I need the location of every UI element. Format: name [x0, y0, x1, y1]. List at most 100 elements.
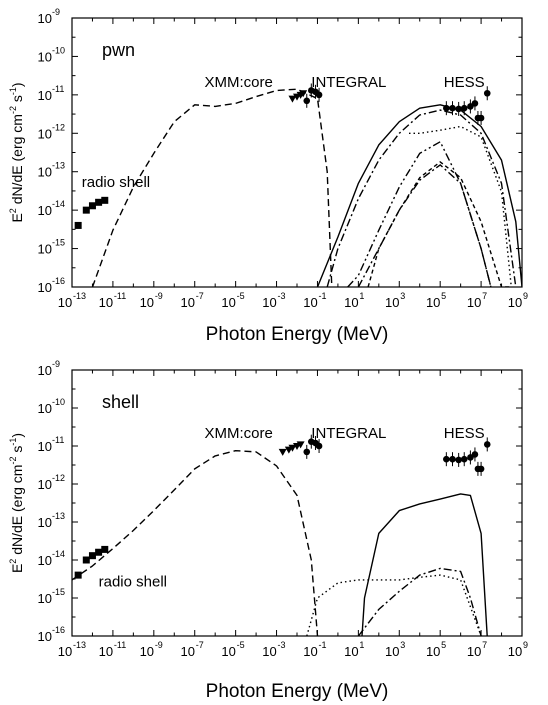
- integral-point: [315, 91, 323, 99]
- radio-point: [82, 206, 90, 214]
- x-tick-label: 10: [99, 644, 113, 659]
- panel-pwn: 10 -13 10 -11 10 -9 10 -7 10 -5 10 -3 10 -1 10 1 10 3 10 5 1…: [8, 7, 528, 345]
- hess-point: [455, 105, 462, 113]
- model-curve-solid: [316, 104, 522, 287]
- y-tick-exponent: -12: [52, 473, 65, 483]
- radio-point: [101, 545, 109, 553]
- x-tick-label: 10: [426, 644, 440, 659]
- x-tick-label: 10: [58, 295, 72, 310]
- hess-point: [460, 104, 468, 112]
- x-tick-exponent: 9: [523, 640, 528, 650]
- integral-point: [315, 442, 323, 450]
- hess-point: [471, 451, 479, 458]
- x-tick-exponent: 7: [482, 291, 487, 301]
- x-tick-label: 10: [99, 295, 113, 310]
- model-curve-solid: [361, 493, 488, 636]
- xray-point: [288, 444, 297, 452]
- annotation: XMM:core: [204, 425, 272, 442]
- model-curve-dash-dot: [326, 109, 517, 287]
- hess-point: [455, 456, 462, 464]
- x-tick-exponent: -3: [278, 291, 286, 301]
- y-tick-exponent: -15: [52, 587, 65, 597]
- y-tick-exponent: -15: [52, 238, 65, 248]
- hess-point: [477, 114, 485, 122]
- hess-point: [460, 455, 468, 463]
- y-tick-label: 10: [38, 203, 52, 218]
- x-tick-exponent: -5: [237, 291, 245, 301]
- y-tick-label: 10: [38, 553, 52, 568]
- y-tick-exponent: -9: [52, 359, 60, 369]
- x-tick-exponent: -5: [237, 640, 245, 650]
- radio-point: [101, 196, 109, 204]
- x-tick-exponent: -11: [114, 640, 126, 650]
- x-tick-exponent: 1: [359, 640, 364, 650]
- radio-point: [88, 202, 96, 210]
- x-tick-label: 10: [180, 644, 194, 659]
- x-tick-exponent: -9: [155, 291, 163, 301]
- plot-frame: [71, 17, 523, 288]
- y-tick-exponent: -10: [52, 397, 65, 407]
- x-tick-label: 10: [385, 644, 399, 659]
- x-tick-exponent: 3: [400, 640, 405, 650]
- y-tick-exponent: -14: [52, 549, 65, 559]
- x-tick-label: 10: [467, 644, 481, 659]
- y-tick-exponent: -14: [52, 199, 65, 209]
- radio-point: [88, 552, 96, 560]
- radio-point: [74, 571, 82, 579]
- x-tick-label: 10: [303, 295, 317, 310]
- panel-label: shell: [102, 392, 139, 412]
- x-tick-exponent: 7: [482, 640, 487, 650]
- hess-point: [443, 104, 450, 112]
- y-tick-label: 10: [38, 629, 52, 644]
- y-tick-label: 10: [38, 88, 52, 103]
- x-tick-exponent: -3: [278, 640, 286, 650]
- y-tick-exponent: -16: [52, 276, 65, 286]
- y-tick-label: 10: [38, 477, 52, 492]
- x-tick-exponent: -1: [318, 640, 326, 650]
- hess-point: [443, 455, 450, 463]
- model-curve-dashed: [91, 88, 333, 287]
- integral-point: [303, 97, 311, 105]
- hess-point: [471, 100, 479, 107]
- y-tick-label: 10: [38, 49, 52, 64]
- radio-point: [74, 221, 82, 229]
- y-tick-exponent: -10: [52, 45, 65, 55]
- x-tick-exponent: 9: [523, 291, 528, 301]
- annotation: HESS: [444, 425, 485, 442]
- x-axis-title: Photon Energy (MeV): [206, 324, 389, 345]
- plot-frame: [71, 369, 523, 637]
- y-tick-label: 10: [38, 591, 52, 606]
- xray-point: [296, 441, 305, 449]
- x-tick-label: 10: [58, 644, 72, 659]
- annotation: INTEGRAL: [311, 74, 386, 91]
- x-tick-exponent: -11: [114, 291, 126, 301]
- x-tick-exponent: -7: [196, 291, 204, 301]
- y-tick-label: 10: [38, 363, 52, 378]
- x-tick-label: 10: [426, 295, 440, 310]
- model-curve-dashed: [72, 450, 319, 636]
- model-curve-short-dash: [367, 161, 512, 287]
- integral-point: [303, 448, 311, 456]
- x-tick-label: 10: [303, 644, 317, 659]
- x-tick-label: 10: [221, 295, 235, 310]
- model-curve-dotted: [306, 574, 482, 636]
- y-tick-label: 10: [38, 515, 52, 530]
- annotation: radio shell: [82, 174, 150, 191]
- x-tick-exponent: 5: [441, 640, 446, 650]
- y-tick-label: 10: [38, 126, 52, 141]
- radio-point: [95, 548, 103, 556]
- x-tick-exponent: -13: [73, 291, 86, 301]
- radio-point: [95, 198, 103, 206]
- panel-shell: 10 -13 10 -11 10 -9 10 -7 10 -5 10 -3 10 -1 10 1 10 3 10 5 1…: [8, 359, 528, 702]
- y-tick-exponent: -13: [52, 161, 65, 171]
- annotation: XMM:core: [204, 74, 272, 91]
- model-curve-dash-dot-dot: [347, 141, 492, 287]
- x-tick-label: 10: [508, 644, 522, 659]
- y-tick-exponent: -11: [52, 435, 64, 445]
- y-tick-exponent: -16: [52, 625, 65, 635]
- x-tick-label: 10: [344, 295, 358, 310]
- x-tick-exponent: 5: [441, 291, 446, 301]
- x-tick-label: 10: [508, 295, 522, 310]
- y-axis-title: E2 dN/dE (erg cm-2 s-1): [8, 433, 25, 573]
- x-tick-exponent: -9: [155, 640, 163, 650]
